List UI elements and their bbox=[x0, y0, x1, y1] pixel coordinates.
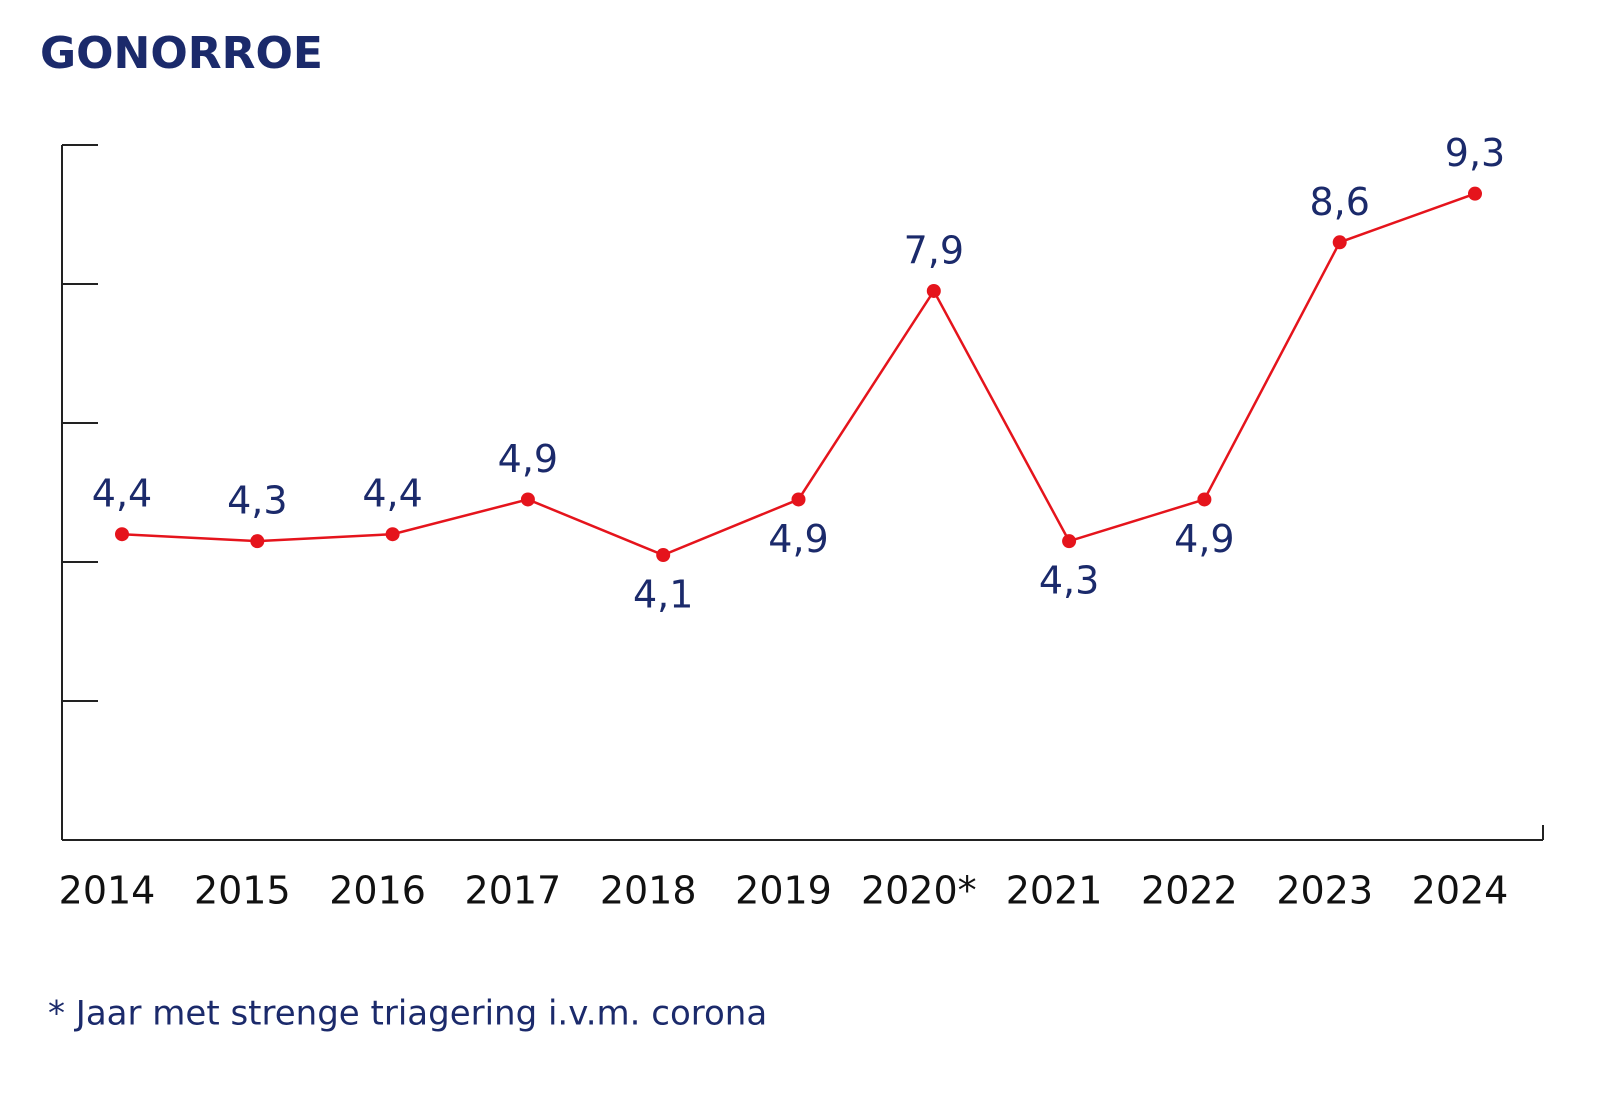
point bbox=[250, 534, 265, 549]
point bbox=[1332, 235, 1347, 250]
value-label: 4,1 bbox=[633, 573, 693, 617]
value-label: 4,4 bbox=[92, 472, 152, 516]
x-tick-label: 2019 bbox=[735, 869, 832, 913]
point bbox=[926, 283, 941, 298]
value-label: 4,3 bbox=[227, 479, 287, 523]
value-label: 8,6 bbox=[1309, 180, 1369, 224]
point bbox=[520, 492, 535, 507]
x-tick-label: 2022 bbox=[1141, 869, 1238, 913]
value-label: 4,9 bbox=[498, 437, 558, 481]
point bbox=[656, 548, 671, 563]
value-label: 4,4 bbox=[362, 472, 422, 516]
x-tick-label: 2021 bbox=[1006, 869, 1103, 913]
x-tick-label: 2018 bbox=[600, 869, 697, 913]
point bbox=[115, 527, 129, 542]
value-label: 7,9 bbox=[904, 228, 964, 272]
point bbox=[1468, 186, 1482, 201]
value-label: 4,9 bbox=[768, 517, 828, 561]
x-tick-label: 2024 bbox=[1412, 869, 1509, 913]
footnote: * Jaar met strenge triagering i.v.m. cor… bbox=[48, 994, 767, 1034]
point bbox=[791, 492, 806, 507]
point bbox=[385, 527, 400, 542]
point bbox=[1062, 534, 1077, 549]
x-tick-label: 2020* bbox=[861, 869, 977, 913]
x-tick-label: 2015 bbox=[194, 869, 291, 913]
x-tick-label: 2017 bbox=[465, 869, 562, 913]
value-label: 9,3 bbox=[1445, 131, 1505, 175]
value-label: 4,3 bbox=[1039, 559, 1099, 603]
x-tick-label: 2014 bbox=[59, 869, 156, 913]
x-tick-label: 2023 bbox=[1276, 869, 1373, 913]
x-tick-label: 2016 bbox=[329, 869, 426, 913]
point bbox=[1197, 492, 1212, 507]
value-label: 4,9 bbox=[1174, 517, 1234, 561]
chart-title: GONORROE bbox=[40, 28, 323, 79]
